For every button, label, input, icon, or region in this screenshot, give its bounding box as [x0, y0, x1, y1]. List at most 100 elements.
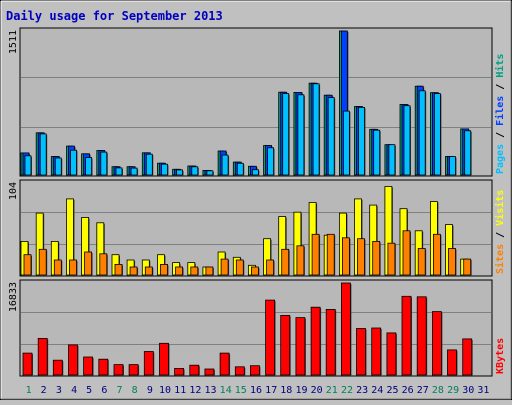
bar-sites-day-12 — [190, 266, 199, 276]
legend-sep-2: / — [495, 78, 506, 96]
chart-bars — [20, 30, 473, 376]
bar-pages-day-27 — [418, 90, 426, 176]
bar-pages-day-14 — [221, 154, 229, 176]
day-label-12: 12 — [189, 385, 201, 396]
day-label-4: 4 — [71, 385, 77, 396]
bar-kbytes-day-29 — [447, 349, 457, 376]
bar-pages-day-23 — [358, 107, 365, 176]
bar-kbytes-day-1 — [22, 352, 33, 376]
bar-sites-day-18 — [281, 248, 290, 276]
bar-sites-day-28 — [432, 233, 441, 276]
bar-kbytes-day-27 — [416, 296, 427, 376]
day-label-26: 26 — [402, 385, 414, 396]
bar-kbytes-day-3 — [52, 359, 63, 376]
chart-title: Daily usage for September 2013 — [6, 9, 223, 23]
bar-kbytes-day-6 — [98, 358, 109, 376]
bar-sites-day-15 — [235, 259, 244, 276]
legend-pages: Pages — [495, 144, 506, 174]
bar-pages-day-30 — [464, 130, 472, 176]
legend-sep-3: / — [495, 226, 506, 244]
bar-sites-day-21 — [326, 233, 335, 276]
bar-kbytes-day-9 — [143, 351, 154, 376]
bar-sites-day-13 — [205, 266, 214, 276]
bar-sites-day-26 — [402, 230, 411, 276]
day-label-20: 20 — [311, 385, 323, 396]
visits-ymax-label: 104 — [8, 182, 19, 200]
bar-kbytes-day-2 — [37, 337, 48, 376]
day-label-15: 15 — [235, 385, 247, 396]
day-label-9: 9 — [147, 385, 153, 396]
legend-files: Files — [494, 96, 506, 126]
bar-kbytes-day-21 — [325, 308, 336, 376]
bar-pages-day-16 — [251, 169, 259, 176]
bar-sites-day-5 — [84, 251, 92, 276]
bar-pages-day-1 — [24, 155, 32, 176]
bar-pages-day-18 — [282, 93, 290, 176]
legend-sites: Sites — [494, 244, 506, 274]
day-label-8: 8 — [132, 385, 138, 396]
day-label-5: 5 — [86, 385, 92, 396]
day-label-19: 19 — [295, 385, 307, 396]
bar-kbytes-day-5 — [83, 356, 93, 376]
bar-sites-day-7 — [114, 263, 123, 276]
bar-kbytes-day-17 — [265, 299, 276, 376]
bar-pages-day-3 — [54, 157, 62, 176]
bar-sites-day-9 — [144, 266, 153, 276]
day-label-17: 17 — [265, 385, 277, 396]
bar-pages-day-28 — [433, 93, 441, 176]
bar-pages-day-29 — [449, 156, 456, 176]
bar-sites-day-17 — [266, 259, 275, 276]
bar-sites-day-25 — [387, 242, 396, 276]
day-label-18: 18 — [280, 385, 292, 396]
bar-sites-day-24 — [372, 240, 381, 276]
day-label-7: 7 — [116, 385, 122, 396]
day-label-21: 21 — [326, 385, 338, 396]
bar-kbytes-day-28 — [431, 311, 442, 376]
day-label-27: 27 — [417, 385, 429, 396]
bar-sites-day-30 — [463, 258, 472, 276]
bar-kbytes-day-7 — [113, 364, 124, 376]
bar-pages-day-4 — [70, 149, 77, 176]
bar-pages-day-7 — [115, 167, 123, 176]
bar-pages-day-12 — [191, 166, 199, 176]
bar-kbytes-day-4 — [68, 344, 78, 376]
x-axis-day-labels: 1 2 3 4 5 6 7 8 9 10 11 12 13 14 15 16 17 18 19 20 21 22 23 24 2… — [26, 385, 490, 396]
bar-pages-day-13 — [206, 170, 214, 176]
bar-kbytes-day-12 — [189, 364, 200, 376]
legend-visits: Visits — [494, 190, 506, 226]
bar-kbytes-day-26 — [401, 295, 412, 376]
day-label-23: 23 — [356, 385, 368, 396]
day-label-24: 24 — [371, 385, 383, 396]
bar-kbytes-day-8 — [128, 364, 139, 376]
bar-sites-day-8 — [129, 266, 138, 276]
day-label-11: 11 — [174, 385, 186, 396]
bar-sites-day-4 — [69, 259, 77, 276]
bar-pages-day-19 — [297, 94, 305, 176]
legend-hits: Hits — [494, 54, 506, 78]
bar-sites-day-27 — [417, 248, 426, 276]
bar-kbytes-day-20 — [310, 306, 321, 376]
bar-pages-day-5 — [85, 157, 92, 176]
bar-kbytes-day-11 — [174, 367, 185, 376]
bar-kbytes-day-15 — [234, 366, 245, 376]
day-label-3: 3 — [56, 385, 62, 396]
day-label-10: 10 — [159, 385, 171, 396]
bar-sites-day-1 — [23, 254, 32, 276]
bar-sites-day-6 — [99, 253, 108, 276]
bar-pages-day-10 — [161, 163, 168, 176]
bar-kbytes-day-16 — [249, 365, 260, 376]
day-label-16: 16 — [250, 385, 262, 396]
legend-sites-visits: Sites / Visits — [494, 190, 506, 274]
bar-pages-day-9 — [145, 153, 153, 176]
bar-pages-day-17 — [267, 147, 275, 176]
bar-kbytes-day-30 — [462, 338, 473, 376]
day-label-31: 31 — [477, 385, 489, 396]
day-label-6: 6 — [101, 385, 107, 396]
day-label-29: 29 — [447, 385, 459, 396]
bar-pages-day-11 — [176, 169, 184, 176]
bar-pages-day-25 — [388, 144, 396, 176]
day-label-25: 25 — [386, 385, 398, 396]
bar-pages-day-2 — [39, 133, 47, 176]
bar-kbytes-day-13 — [204, 368, 215, 376]
